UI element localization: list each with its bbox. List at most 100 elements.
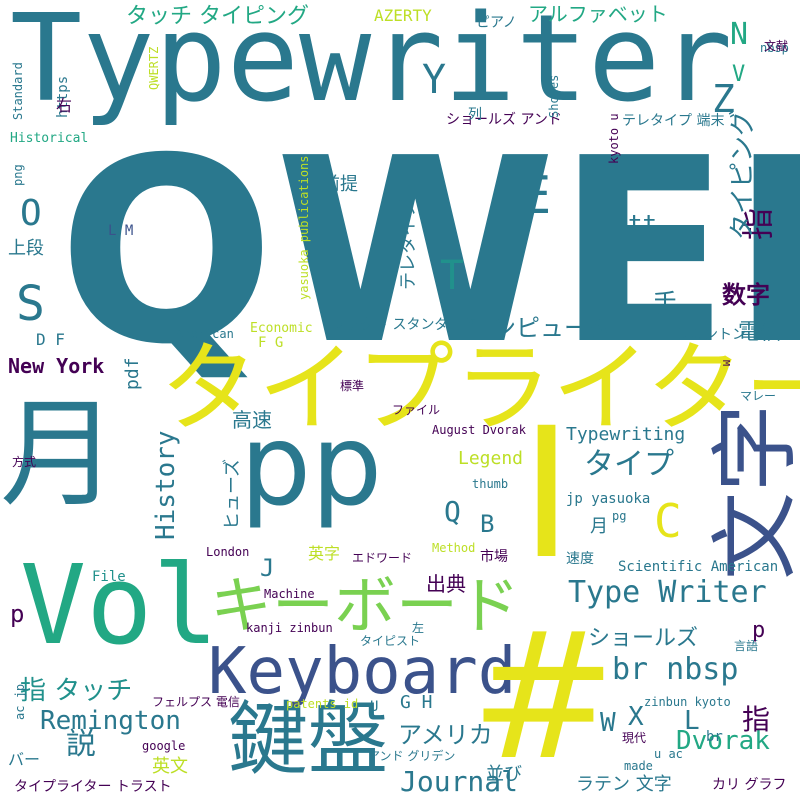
cloud-word: pp [240, 401, 383, 531]
cloud-word: 言語 [734, 639, 759, 653]
cloud-word: pg [612, 509, 627, 523]
cloud-word: made [624, 759, 653, 773]
cloud-word: タッチ タイピング [126, 4, 309, 29]
cloud-word: F G [258, 335, 284, 351]
cloud-word: Scientific American [618, 559, 779, 575]
cloud-word: p [752, 618, 766, 643]
cloud-word: キーボード [210, 569, 521, 642]
cloud-word: 指 タッチ [20, 676, 133, 706]
cloud-word: Typewriter [10, 0, 733, 129]
cloud-word: W [600, 708, 616, 738]
cloud-word: Standard [11, 62, 25, 120]
cloud-word: 文字 [704, 403, 800, 580]
cloud-word: u ac [654, 747, 683, 761]
cloud-word: Sholes [547, 74, 561, 118]
cloud-word: Method [432, 541, 476, 555]
cloud-word: br [706, 729, 723, 745]
cloud-word: 並び [486, 764, 522, 785]
cloud-word: AZERTY [374, 6, 432, 25]
cloud-word: I [520, 390, 574, 599]
cloud-word: テレタイプ [398, 200, 419, 290]
cloud-word: nbsp [760, 41, 789, 55]
cloud-word: E [520, 166, 552, 226]
cloud-word: ac jp [13, 683, 27, 720]
cloud-word: Q [444, 495, 461, 528]
cloud-word: br nbsp [612, 652, 739, 687]
cloud-word: タイプライター [160, 332, 800, 446]
cloud-word: 左 [412, 621, 425, 635]
cloud-word: M [720, 360, 731, 367]
cloud-word: 標準 [340, 379, 365, 393]
cloud-word: American [176, 327, 234, 341]
cloud-word: G H [400, 692, 433, 713]
cloud-word: アンド グリデン [368, 749, 456, 763]
cloud-word: X [628, 702, 644, 732]
cloud-word: patents id [286, 697, 359, 711]
cloud-word: pdf [122, 357, 143, 390]
cloud-word: 指 [742, 703, 771, 736]
cloud-word: History [151, 430, 181, 540]
cloud-word: タイピスト [360, 634, 421, 648]
cloud-word: Z [712, 77, 735, 121]
cloud-word: yasuoka publications [297, 155, 311, 301]
cloud-word: V [732, 62, 746, 87]
cloud-word: Journal [400, 765, 519, 798]
cloud-word: O [20, 193, 42, 234]
cloud-word: Remington [40, 706, 181, 736]
cloud-word: C [654, 494, 682, 548]
cloud-word: ショールズ [588, 626, 699, 651]
cloud-word: 前提 [322, 174, 358, 195]
cloud-word: 上段 [8, 238, 44, 259]
cloud-word: 列 [468, 107, 482, 123]
cloud-word: 市場 [480, 549, 508, 565]
cloud-word: QWERTY [58, 104, 800, 401]
cloud-word: ピアノ [476, 15, 517, 31]
cloud-word: Legend [458, 448, 524, 469]
cloud-word: L [684, 706, 700, 736]
cloud-word: London [206, 545, 250, 559]
cloud-word: kanji zinbun [246, 621, 333, 635]
cloud-word: 数字 [722, 281, 770, 309]
cloud-word: Economic [250, 321, 313, 336]
cloud-word: カリ グラフ [712, 777, 787, 793]
cloud-word: 右 [56, 96, 73, 115]
cloud-word: p [10, 600, 25, 628]
cloud-word: 速度 [566, 551, 594, 567]
cloud-word: 月 [0, 385, 119, 523]
cloud-word: ヒューズ [222, 458, 243, 530]
cloud-word: アメリカ [398, 721, 493, 749]
cloud-word: ショールズ アンド [446, 112, 562, 128]
cloud-word: 現代 [622, 731, 647, 745]
cloud-word: U [370, 699, 379, 715]
cloud-word: ファイル [392, 403, 441, 417]
cloud-word: 高速 [232, 408, 272, 432]
cloud-word: 文献 [764, 39, 789, 53]
cloud-word: フェルプス 電信 [152, 695, 240, 709]
cloud-word: zinbun kyoto [644, 695, 731, 709]
cloud-word: 出典 [426, 572, 466, 596]
cloud-word: Typewriting [566, 424, 686, 445]
cloud-word: # [470, 596, 617, 799]
cloud-word: kyoto u [607, 113, 621, 164]
cloud-word: タイプ [584, 447, 674, 482]
cloud-word: J [260, 554, 275, 582]
cloud-word: 英字 [308, 544, 341, 563]
cloud-word: 手 [652, 290, 679, 320]
cloud-word: タイピング [728, 109, 758, 240]
cloud-word: Vol [20, 541, 219, 669]
cloud-word: Keyboard [208, 635, 517, 709]
cloud-word: png [11, 164, 25, 186]
cloud-word: エドワード [352, 551, 413, 565]
cloud-word: ファクト スタンダード [332, 317, 477, 333]
cloud-word: New York [8, 354, 105, 378]
cloud-word: Dvorak [676, 726, 770, 756]
cloud-word: google [142, 739, 186, 753]
cloud-word: マレー [740, 389, 777, 403]
cloud-word: File [92, 569, 126, 585]
cloud-word: Historical [10, 131, 89, 146]
cloud-word: S [16, 276, 45, 332]
cloud-word: 説 [66, 727, 96, 762]
cloud-word: コンピュータ [468, 314, 612, 342]
cloud-word: T [440, 253, 465, 299]
